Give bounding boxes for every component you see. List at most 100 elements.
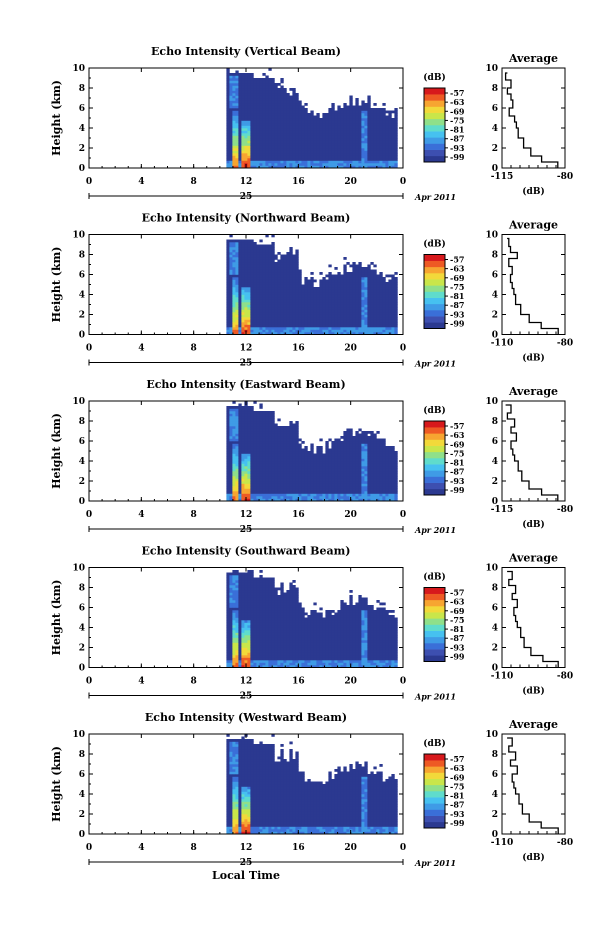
profile-x-tick-label: -80 [557,339,573,349]
colorbar-frame [423,753,446,829]
y-axis-label: Height (km) [50,247,63,323]
profile-x-label: (dB) [522,353,544,364]
colorbar-swatch [424,649,445,656]
colorbar-tick-label: -75 [450,282,464,292]
y-tick-label: 8 [79,417,85,427]
date-day: 25 [240,525,253,535]
colorbar-swatch [424,803,445,810]
x-tick-label: 12 [240,843,253,853]
profile-title: Average [508,52,558,65]
colorbar-swatch [424,112,445,120]
colorbar-swatch [424,94,445,101]
date-label: Apr 2011 [414,858,456,868]
y-tick-label: 4 [79,124,85,134]
profile-x-tick-label: -80 [557,672,573,682]
x-tick-label: 20 [344,843,357,853]
colorbar-tick-label: -57 [450,88,464,98]
y-tick-label: 10 [72,564,85,574]
profile-line [505,404,559,501]
profile-frame [501,234,566,335]
colorbar-swatch [424,821,445,829]
colorbar-tick-label: -75 [450,781,464,791]
panel-title: Echo Intensity (Eastward Beam) [146,378,345,391]
colorbar-tick-label: -99 [450,152,465,162]
profile-y-tick-label: 4 [492,124,498,134]
panel-title: Echo Intensity (Southward Beam) [142,545,351,558]
colorbar-swatch [424,655,445,662]
colorbar-tick-label: -99 [450,652,465,662]
colorbar-tick-label: -81 [450,125,464,135]
colorbar-swatch [424,636,445,644]
colorbar-swatch [424,624,445,631]
x-tick-label: 0 [86,510,92,520]
colorbar-swatch [424,433,445,440]
colorbar-swatch [424,260,445,268]
colorbar-tick-label: -93 [450,143,465,153]
y-tick-label: 4 [79,457,85,467]
y-tick-label: 10 [72,397,85,407]
colorbar-swatch [424,599,445,607]
colorbar-frame [423,587,446,662]
colorbar-swatch [424,285,445,292]
colorbar-swatch [424,451,445,459]
colorbar-swatch [424,476,445,483]
y-tick-label: 0 [79,497,85,507]
panel-1: Echo Intensity (Northward Beam) Height (k… [50,212,573,369]
colorbar-swatch [424,310,445,317]
panel-2: Echo Intensity (Eastward Beam) Height (km… [50,378,573,535]
x-tick-label: 12 [240,677,253,687]
x-tick-label: 8 [191,177,197,187]
colorbar-swatch [424,88,445,95]
colorbar-tick-label: -63 [450,597,465,607]
colorbar-swatch [424,266,445,274]
colorbar-tick-label: -87 [450,134,464,144]
colorbar-swatch [424,458,445,465]
x-tick-label: 8 [191,344,197,354]
y-tick-label: 0 [79,164,85,174]
y-tick-label: 6 [79,604,85,614]
colorbar-tick-label: -69 [450,606,465,616]
x-tick-label: 16 [292,344,305,354]
profile-y-tick-label: 8 [492,251,498,261]
profile-x-label: (dB) [522,686,544,697]
colorbar-swatch [424,131,445,138]
y-tick-label: 10 [72,64,85,74]
profile-y-tick-label: 4 [492,790,498,800]
profile-line [507,737,559,834]
date-day: 25 [240,692,253,702]
colorbar-tick-label: -81 [450,624,464,634]
y-tick-label: 6 [79,271,85,281]
y-axis-label: Height (km) [50,413,63,489]
x-tick-label: 16 [292,177,305,187]
profile-x-tick-label: -80 [557,505,573,515]
y-tick-label: 2 [79,311,85,321]
profile-y-tick-label: 4 [492,457,498,467]
colorbar-tick-label: -63 [450,430,465,440]
y-tick-label: 6 [79,770,85,780]
profile-y-tick-label: 2 [492,311,498,321]
y-tick-label: 4 [79,291,85,301]
colorbar-tick-label: -63 [450,97,465,107]
profile-y-tick-label: 0 [492,164,498,174]
profile-y-tick-label: 2 [492,810,498,820]
x-tick-label: 0 [86,177,92,187]
y-tick-label: 2 [79,810,85,820]
profile-title: Average [508,552,558,565]
profile-y-tick-label: 10 [485,64,498,74]
x-tick-label: 12 [240,177,253,187]
colorbar-swatch [424,125,445,132]
colorbar-tick-label: -69 [450,439,465,449]
x-tick-label: 0 [400,510,406,520]
profile-title: Average [508,718,558,731]
colorbar-unit: (dB) [423,72,445,83]
y-tick-label: 8 [79,251,85,261]
profile-y-tick-label: 8 [492,750,498,760]
heatmap-cells [226,68,398,169]
panel-title: Echo Intensity (Vertical Beam) [151,45,341,58]
colorbar-swatch [424,593,445,601]
colorbar-tick-label: -57 [450,255,464,265]
colorbar-tick-label: -93 [450,809,465,819]
heatmap-cells [226,401,398,502]
colorbar-swatch [424,439,445,446]
profile-y-tick-label: 6 [492,604,498,614]
